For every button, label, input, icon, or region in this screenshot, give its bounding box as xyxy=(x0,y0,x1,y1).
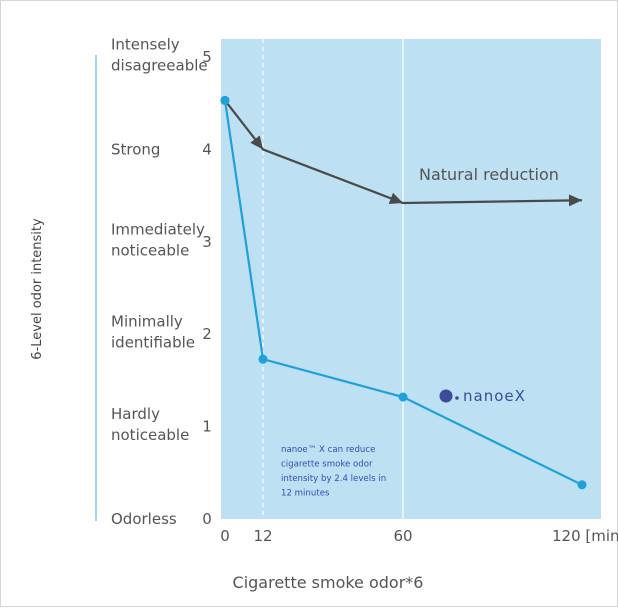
y-tick-label: 1 xyxy=(202,418,212,436)
data-point-arrow xyxy=(568,194,582,207)
data-point-start xyxy=(220,95,230,105)
x-tick-label: 12 xyxy=(253,527,272,545)
x-tick-label: 120 [min.] xyxy=(552,527,618,545)
y-level-label: noticeable xyxy=(111,426,189,444)
y-tick-label: 0 xyxy=(202,510,212,528)
nanoe-logo-dot-small xyxy=(455,396,459,400)
y-tick-label: 4 xyxy=(202,140,212,158)
annotation-text: cigarette smoke odor xyxy=(281,460,373,470)
nanoe-logo-text: nanoeX xyxy=(463,387,526,405)
y-tick-label: 2 xyxy=(202,325,212,343)
plot-background xyxy=(221,39,601,519)
y-tick-label: 3 xyxy=(202,233,212,251)
y-level-label: Immediately xyxy=(111,220,205,238)
y-level-label: Odorless xyxy=(111,510,177,528)
data-point xyxy=(398,392,408,402)
data-point-arrow xyxy=(388,192,403,204)
annotation-text: nanoe™ X can reduce xyxy=(281,445,375,455)
data-point xyxy=(258,354,268,364)
x-tick-label: 0 xyxy=(220,527,230,545)
y-axis-title: 6-Level odor intensity xyxy=(30,218,45,360)
y-level-label: noticeable xyxy=(111,241,189,259)
y-level-label: Minimally xyxy=(111,313,183,331)
series-line xyxy=(224,99,583,205)
y-level-label: Strong xyxy=(111,140,160,158)
data-point xyxy=(577,480,587,490)
y-level-label: Hardly xyxy=(111,405,160,423)
data-point-arrow xyxy=(250,135,263,150)
y-tick-label: 5 xyxy=(202,48,212,66)
y-level-label: identifiable xyxy=(111,334,195,352)
annotation-text: intensity by 2.4 levels in xyxy=(281,474,386,484)
annotation-text: 12 minutes xyxy=(281,489,330,499)
chart-title: Cigarette smoke odor*6 xyxy=(233,573,424,592)
y-level-label: Intensely xyxy=(111,36,180,54)
series-line xyxy=(223,100,583,486)
y-level-label: disagreeable xyxy=(111,57,208,75)
series-label-natural-reduction: Natural reduction xyxy=(419,165,559,184)
x-tick-label: 60 xyxy=(393,527,412,545)
nanoe-logo-dot xyxy=(439,389,453,403)
